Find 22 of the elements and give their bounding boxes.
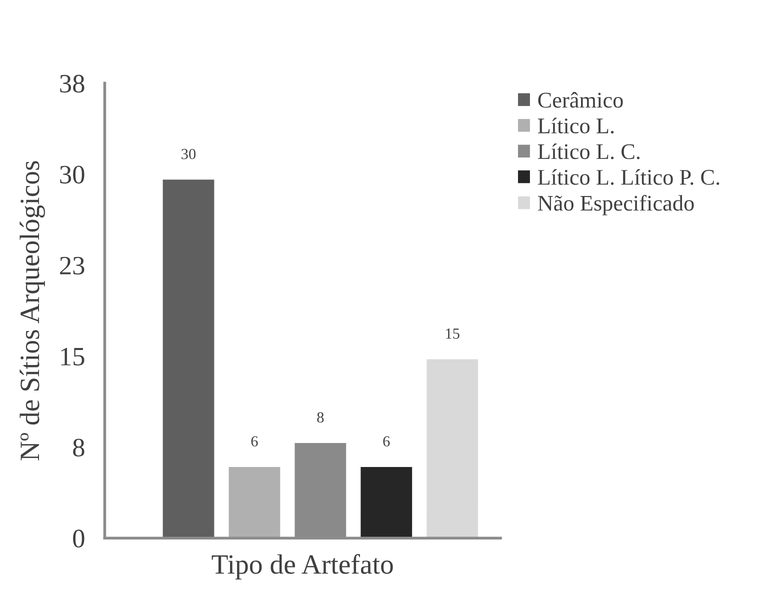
y-tick-label: 8 bbox=[73, 438, 84, 457]
legend-label: Cerâmico bbox=[538, 92, 623, 108]
legend-label: Lítico L. C. bbox=[538, 143, 640, 160]
x-axis-title: Tipo de Artefato bbox=[212, 554, 393, 580]
legend-label: Lítico L. bbox=[538, 118, 614, 134]
y-tick-label: 23 bbox=[60, 256, 84, 275]
y-tick-label: 38 bbox=[60, 74, 84, 93]
bar bbox=[161, 178, 216, 538]
bar bbox=[359, 466, 414, 538]
data-label: 30 bbox=[182, 148, 196, 160]
legend-label: Lítico L. Lítico P. C. bbox=[538, 169, 720, 185]
y-tick-label: 30 bbox=[60, 166, 84, 184]
bar bbox=[425, 358, 480, 538]
y-tick-label: 15 bbox=[61, 348, 84, 366]
data-label: 8 bbox=[317, 412, 324, 423]
bar bbox=[227, 466, 282, 538]
data-label: 6 bbox=[383, 436, 390, 446]
data-label: 15 bbox=[446, 328, 460, 339]
y-axis-title: Nº de Sítios Arqueológicos bbox=[20, 161, 45, 460]
y-tick-label: 0 bbox=[73, 530, 84, 548]
data-label: 6 bbox=[251, 436, 258, 446]
legend-label: Não Especificado bbox=[538, 194, 694, 216]
